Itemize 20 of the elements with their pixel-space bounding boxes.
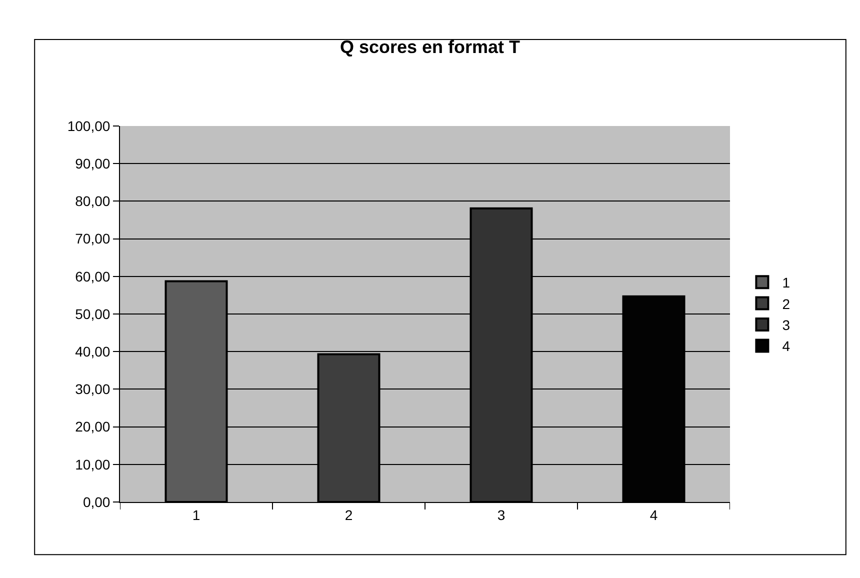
- x-tick-label: 4: [650, 506, 658, 523]
- legend-label: 4: [782, 338, 790, 354]
- y-tick-label: 70,00: [75, 230, 110, 247]
- y-tick-label: 100,00: [67, 118, 110, 134]
- chart-title: Q scores en format T: [340, 37, 520, 58]
- y-tick-label: 0,00: [82, 494, 110, 510]
- y-tick-label: 50,00: [75, 306, 110, 322]
- y-tick-label: 30,00: [75, 381, 110, 398]
- legend-label: 3: [782, 316, 790, 333]
- x-tick-label: 3: [497, 506, 506, 523]
- y-tick-label: 80,00: [75, 193, 110, 210]
- legend-label: 1: [782, 274, 790, 291]
- x-tick-label: 1: [192, 506, 200, 523]
- x-tick-label: 2: [344, 506, 353, 523]
- y-tick-label: 90,00: [75, 156, 110, 172]
- y-tick-label: 60,00: [75, 268, 110, 284]
- y-tick-label: 20,00: [75, 418, 110, 435]
- legend-label: 2: [782, 296, 790, 312]
- y-tick-label: 40,00: [75, 344, 110, 360]
- y-tick-label: 10,00: [75, 456, 110, 472]
